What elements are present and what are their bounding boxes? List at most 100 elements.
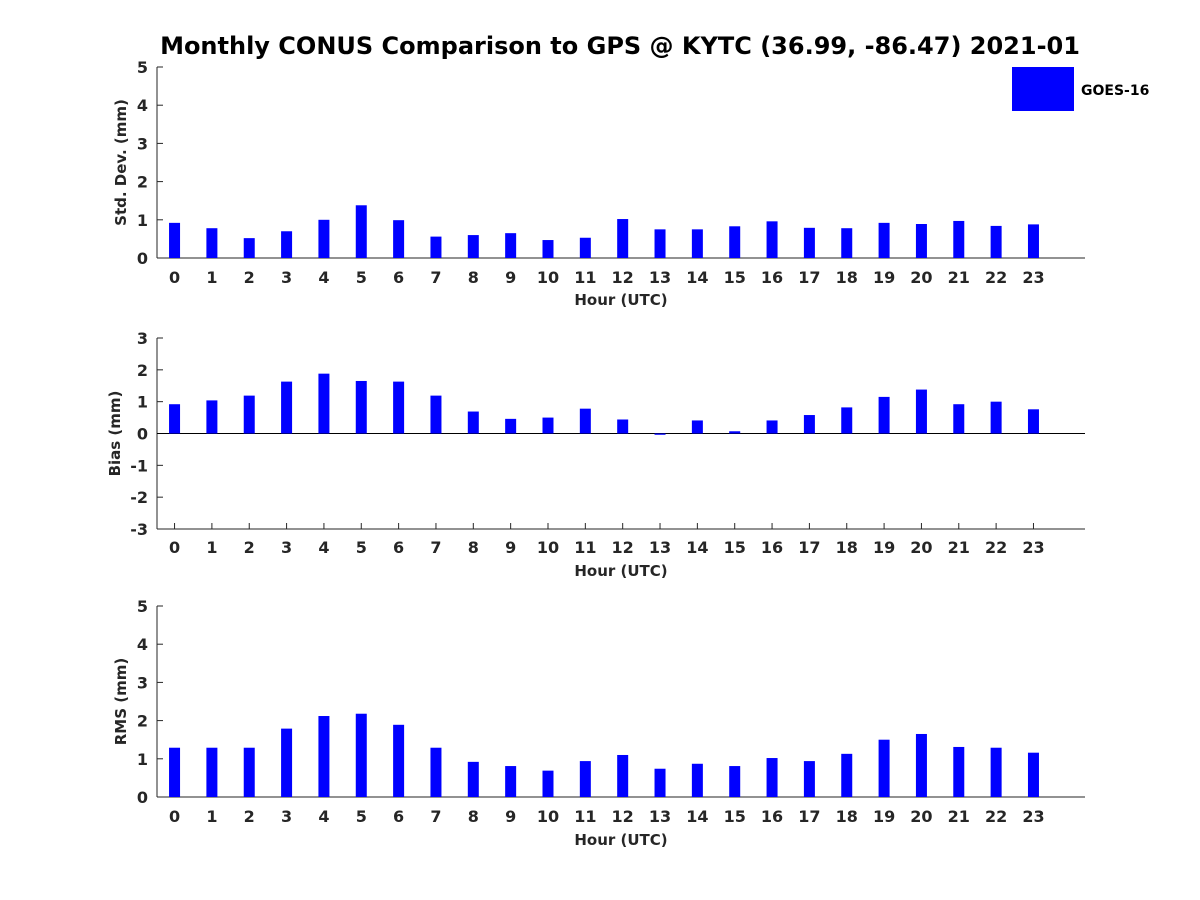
rms-x-tick-label: 7 — [430, 807, 441, 826]
std-dev-bar-hour-10 — [542, 240, 554, 258]
std-dev-bar-hour-23 — [1027, 224, 1039, 258]
bias-x-tick-label: 9 — [505, 538, 516, 557]
std-dev-x-tick-label: 2 — [244, 268, 255, 287]
rms-y-tick-label: 3 — [137, 673, 148, 692]
bias-y-tick-label: 1 — [137, 393, 148, 412]
bias-x-tick-label: 20 — [910, 538, 932, 557]
bias-x-tick-label: 3 — [281, 538, 292, 557]
std-dev-bar-hour-15 — [729, 226, 741, 258]
bias-x-tick-label: 22 — [985, 538, 1007, 557]
rms-bar-hour-19 — [878, 739, 890, 797]
std-dev-bar-hour-14 — [691, 229, 703, 258]
legend: GOES-16 — [1012, 67, 1149, 111]
std-dev-bar-hour-5 — [355, 205, 367, 258]
std-dev-x-tick-label: 8 — [468, 268, 479, 287]
rms-x-tick-label: 5 — [356, 807, 367, 826]
rms-x-tick-label: 21 — [948, 807, 970, 826]
bias-bar-hour-12 — [617, 419, 629, 434]
bias-x-tick-label: 18 — [836, 538, 858, 557]
std-dev-x-tick-label: 0 — [169, 268, 180, 287]
std-dev-bar-hour-3 — [281, 231, 293, 258]
rms-x-tick-label: 15 — [724, 807, 746, 826]
rms-bar-hour-2 — [243, 747, 255, 797]
rms-y-tick-label: 1 — [137, 750, 148, 769]
rms-bar-hour-4 — [318, 716, 330, 797]
bias-x-tick-label: 0 — [169, 538, 180, 557]
std-dev-x-tick-label: 21 — [948, 268, 970, 287]
rms-y-axis-label: RMS (mm) — [112, 658, 130, 745]
bias-bar-hour-8 — [467, 411, 479, 434]
rms-y-tick-label: 4 — [137, 635, 148, 654]
bias-bar-hour-11 — [579, 408, 591, 434]
std-dev-x-tick-label: 16 — [761, 268, 783, 287]
std-dev-x-tick-label: 10 — [537, 268, 559, 287]
bias-bar-hour-9 — [505, 418, 517, 434]
std-dev-bar-hour-9 — [505, 233, 517, 258]
rms-bar-hour-6 — [393, 724, 405, 797]
std-dev-x-tick-label: 3 — [281, 268, 292, 287]
rms-x-tick-label: 13 — [649, 807, 671, 826]
figure-title: Monthly CONUS Comparison to GPS @ KYTC (… — [160, 32, 1080, 60]
bias-x-tick-label: 19 — [873, 538, 895, 557]
std-dev-x-tick-label: 9 — [505, 268, 516, 287]
bias-x-tick-label: 6 — [393, 538, 404, 557]
legend-swatch — [1012, 67, 1074, 111]
rms-x-tick-label: 3 — [281, 807, 292, 826]
rms-x-tick-label: 19 — [873, 807, 895, 826]
rms-x-tick-label: 12 — [612, 807, 634, 826]
legend-label: GOES-16 — [1081, 83, 1149, 99]
bias-x-tick-label: 14 — [686, 538, 708, 557]
std-dev-x-tick-label: 12 — [612, 268, 634, 287]
std-dev-x-axis-label: Hour (UTC) — [574, 291, 667, 309]
std-dev-y-axis-label: Std. Dev. (mm) — [112, 99, 130, 226]
rms-bar-hour-11 — [579, 761, 591, 797]
bias-x-tick-label: 11 — [574, 538, 596, 557]
std-dev-bar-hour-6 — [393, 220, 405, 258]
bias-x-tick-label: 8 — [468, 538, 479, 557]
bias-y-tick-label: -2 — [130, 488, 148, 507]
bias-x-tick-label: 12 — [612, 538, 634, 557]
bias-bar-hour-6 — [393, 381, 405, 434]
std-dev-x-tick-label: 6 — [393, 268, 404, 287]
rms-bar-hour-15 — [729, 766, 741, 797]
std-dev-bar-hour-12 — [617, 219, 629, 258]
rms-x-tick-label: 2 — [244, 807, 255, 826]
bias-x-tick-label: 10 — [537, 538, 559, 557]
bias-bar-hour-10 — [542, 417, 554, 434]
rms-bar-hour-10 — [542, 770, 554, 797]
rms-y-tick-label: 5 — [137, 597, 148, 616]
bias-x-tick-label: 17 — [798, 538, 820, 557]
bias-y-tick-label: 3 — [137, 329, 148, 348]
bias-bar-hour-0 — [169, 404, 181, 434]
rms-bar-hour-1 — [206, 747, 218, 797]
rms-x-tick-label: 23 — [1022, 807, 1044, 826]
rms-x-tick-label: 11 — [574, 807, 596, 826]
std-dev-bar-hour-11 — [579, 237, 591, 258]
std-dev-bar-hour-16 — [766, 221, 778, 258]
rms-x-tick-label: 1 — [206, 807, 217, 826]
rms-bar-hour-5 — [355, 713, 367, 797]
std-dev-x-tick-label: 4 — [318, 268, 329, 287]
bias-bar-hour-2 — [243, 395, 255, 434]
std-dev-x-tick-label: 17 — [798, 268, 820, 287]
std-dev-bar-hour-22 — [990, 225, 1002, 258]
bias-y-tick-label: -1 — [130, 456, 148, 475]
bias-bar-hour-1 — [206, 400, 218, 434]
std-dev-y-tick-label: 1 — [137, 211, 148, 230]
bias-x-tick-label: 4 — [318, 538, 329, 557]
std-dev-x-tick-label: 7 — [430, 268, 441, 287]
std-dev-y-tick-label: 5 — [137, 58, 148, 77]
std-dev-x-tick-label: 23 — [1022, 268, 1044, 287]
std-dev-y-tick-label: 0 — [137, 249, 148, 268]
bias-bar-hour-3 — [281, 381, 293, 434]
bias-y-axis-label: Bias (mm) — [106, 391, 124, 477]
rms-bar-hour-3 — [281, 728, 293, 797]
std-dev-x-tick-label: 20 — [910, 268, 932, 287]
std-dev-bar-hour-7 — [430, 236, 442, 258]
bias-bar-hour-17 — [803, 415, 815, 434]
rms-bar-hour-12 — [617, 754, 629, 797]
bias-x-tick-label: 2 — [244, 538, 255, 557]
bias-x-tick-label: 23 — [1022, 538, 1044, 557]
